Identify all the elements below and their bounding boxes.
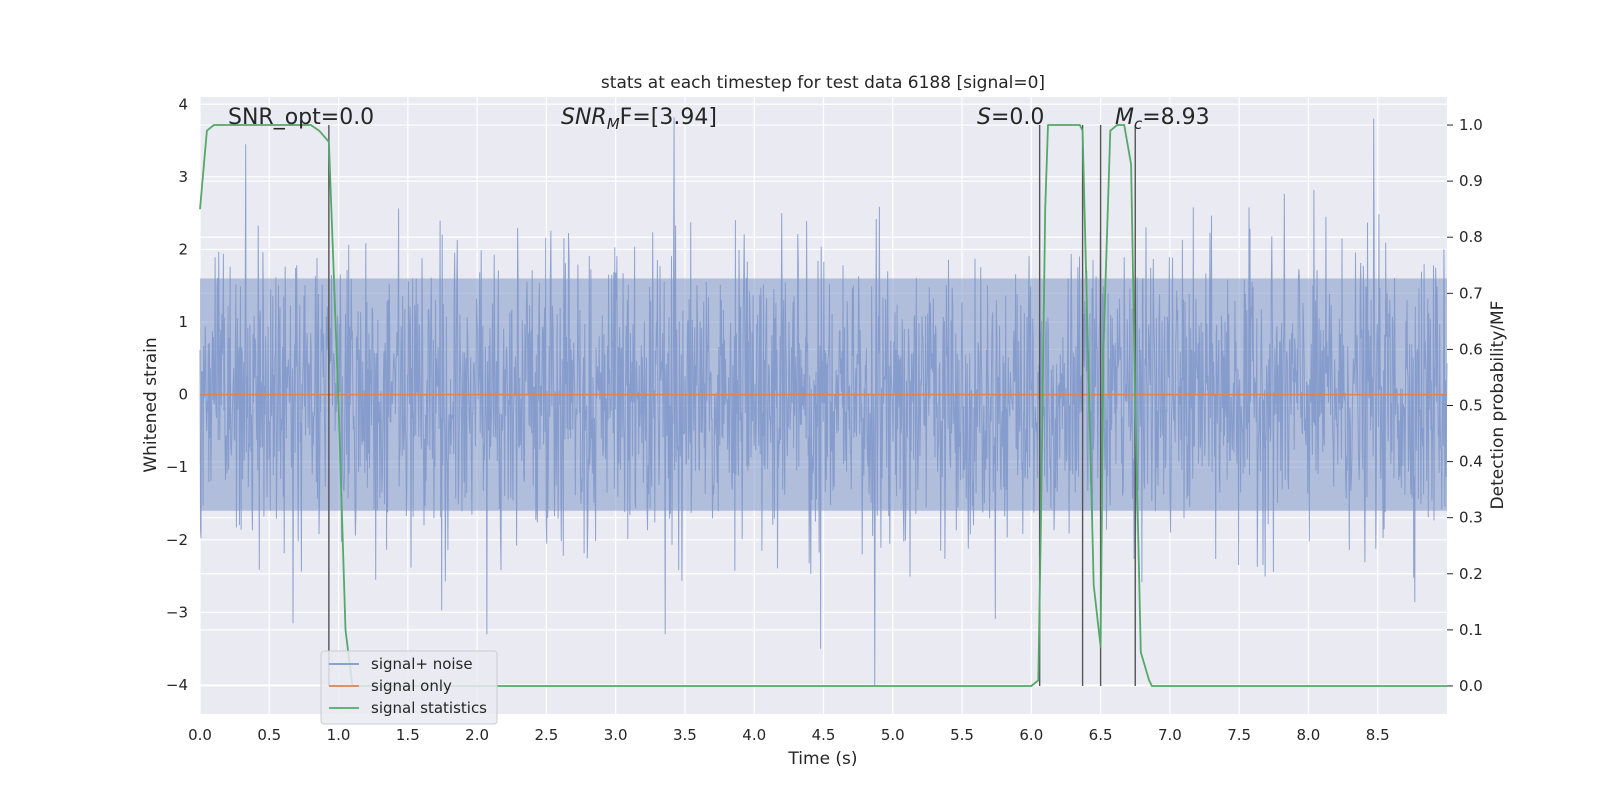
- x-tick-label-1: 0.5: [257, 726, 281, 744]
- y-left-tick-label-7: −3: [166, 603, 188, 621]
- y-left-tick-label-6: −2: [166, 531, 188, 549]
- y-right-tick-label-8: 0.2: [1459, 565, 1483, 583]
- x-tick-label-12: 6.0: [1019, 726, 1043, 744]
- y-left-tick-label-1: 3: [178, 168, 188, 186]
- legend: signal+ noise signal only signal statist…: [320, 650, 498, 725]
- annotation-s: S=0.0: [977, 105, 1044, 130]
- y-right-tick-label-0: 1.0: [1459, 116, 1483, 134]
- y-right-tick-label-6: 0.4: [1459, 453, 1483, 471]
- x-tick-label-0: 0.0: [188, 726, 212, 744]
- x-tick-label-4: 2.0: [465, 726, 489, 744]
- x-tick-label-2: 1.0: [327, 726, 351, 744]
- x-tick-label-10: 5.0: [881, 726, 905, 744]
- x-tick-label-16: 8.0: [1297, 726, 1321, 744]
- y-right-tick-label-3: 0.7: [1459, 284, 1483, 302]
- signal-statistics-line: [199, 124, 1447, 687]
- x-tick-label-8: 4.0: [742, 726, 766, 744]
- legend-entry-signal-only: signal only: [371, 677, 452, 695]
- y-left-tick-label-3: 1: [178, 313, 188, 331]
- y-right-tick-label-9: 0.1: [1459, 621, 1483, 639]
- y-left-tick-label-5: −1: [166, 458, 188, 476]
- x-axis-label: Time (s): [787, 749, 857, 769]
- y-right-tick-label-2: 0.8: [1459, 228, 1483, 246]
- x-tick-label-7: 3.5: [673, 726, 697, 744]
- x-tick-label-13: 6.5: [1089, 726, 1113, 744]
- x-tick-label-11: 5.5: [950, 726, 974, 744]
- y-left-tick-label-4: 0: [178, 386, 188, 404]
- y-right-tick-label-5: 0.5: [1459, 397, 1483, 415]
- x-tick-label-5: 2.5: [534, 726, 558, 744]
- y-right-tick-label-7: 0.3: [1459, 509, 1483, 527]
- y-left-tick-label-8: −4: [166, 676, 188, 694]
- annotation-mc: Mc=8.93: [1115, 105, 1210, 133]
- annotation-snr-mf: SNRMF=[3.94]: [561, 105, 717, 133]
- y-right-tick-label-10: 0.0: [1459, 677, 1483, 695]
- chart-title: stats at each timestep for test data 618…: [601, 73, 1045, 93]
- x-tick-label-6: 3.0: [604, 726, 628, 744]
- legend-entry-signal-statistics: signal statistics: [371, 699, 487, 717]
- x-tick-label-14: 7.0: [1158, 726, 1182, 744]
- noise-line: [199, 117, 1448, 686]
- signal-statistics-series: [199, 124, 1447, 687]
- x-tick-label-17: 8.5: [1366, 726, 1390, 744]
- y-right-tick-label-1: 0.9: [1459, 172, 1483, 190]
- annotation-snr-opt: SNR_opt=0.0: [228, 105, 374, 130]
- y-left-axis-label: Whitened strain: [141, 337, 161, 472]
- y-left-tick-labels: 4 3 2 1 0 −1 −2 −3 −4: [166, 95, 188, 694]
- x-tick-label-3: 1.5: [396, 726, 420, 744]
- legend-entry-signal-noise: signal+ noise: [371, 655, 473, 673]
- y-left-tick-label-0: 4: [178, 95, 188, 113]
- y-right-tick-label-4: 0.6: [1459, 340, 1483, 358]
- x-tick-labels: 0.0 0.5 1.0 1.5 2.0 2.5 3.0 3.5 4.0 4.5 5.0 5.5 6.0 6…: [188, 726, 1390, 744]
- y-right-axis-label: Detection probability/MF: [1488, 301, 1508, 510]
- legend-box: [320, 650, 498, 725]
- x-tick-label-15: 7.5: [1227, 726, 1251, 744]
- y-left-tick-label-2: 2: [178, 240, 188, 258]
- y-right-tick-labels: 1.0 0.9 0.8 0.7 0.6 0.5 0.4 0.3 0.2 0.1 0.0: [1447, 116, 1483, 695]
- x-tick-label-9: 4.5: [812, 726, 836, 744]
